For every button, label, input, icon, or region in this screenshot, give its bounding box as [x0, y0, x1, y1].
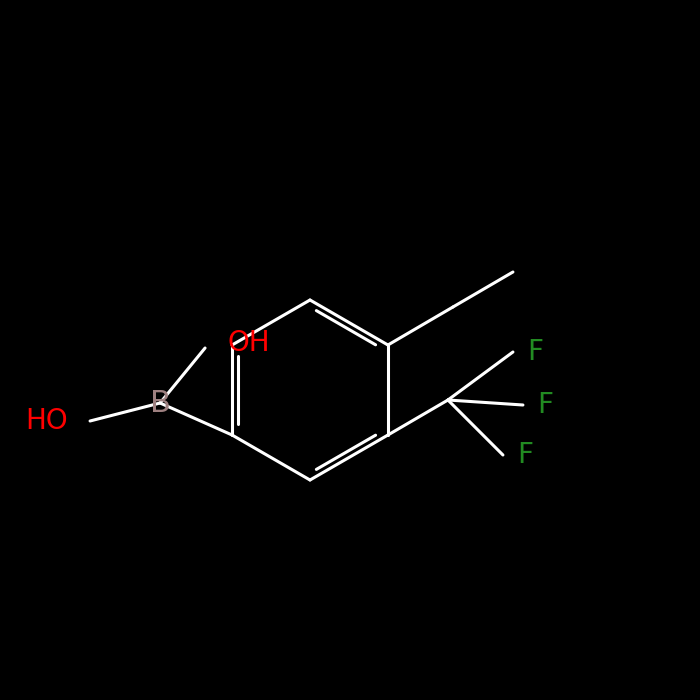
- Text: HO: HO: [25, 407, 68, 435]
- Text: OH: OH: [227, 329, 270, 357]
- Text: F: F: [537, 391, 553, 419]
- Text: F: F: [517, 441, 533, 469]
- Text: B: B: [150, 389, 171, 417]
- Text: F: F: [527, 338, 543, 366]
